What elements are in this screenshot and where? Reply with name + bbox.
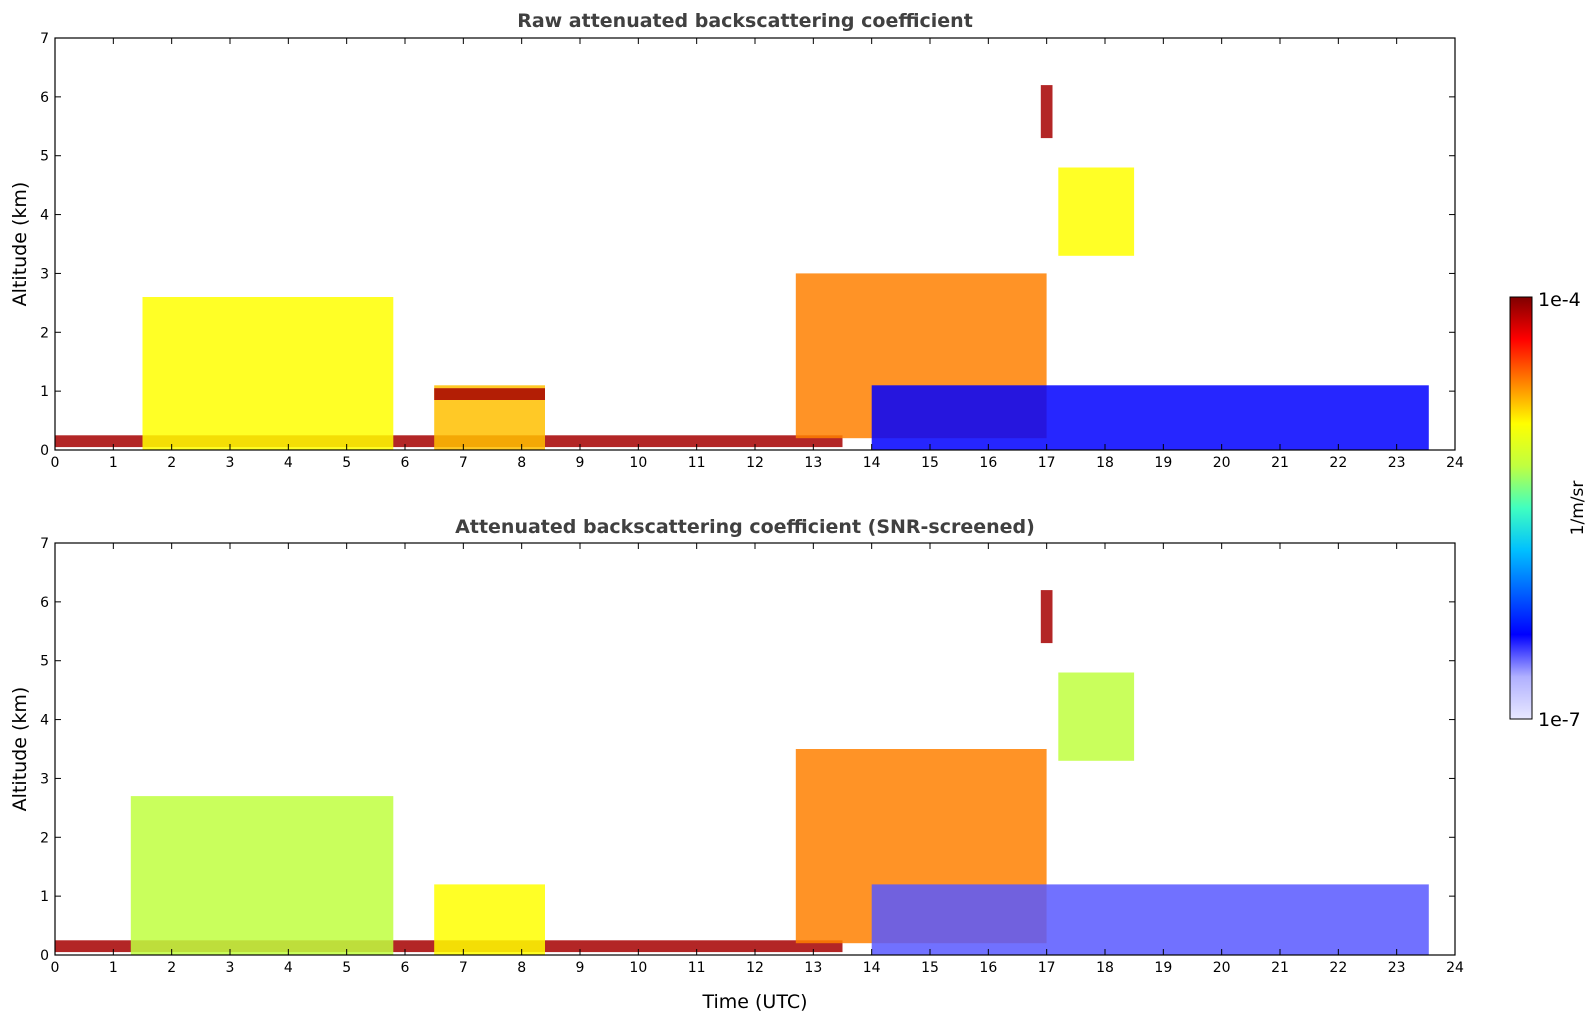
x-tick-label: 1 — [109, 455, 118, 471]
x-tick-label: 3 — [226, 960, 235, 976]
y-tick-label: 0 — [40, 443, 49, 459]
x-tick-label: 11 — [688, 455, 706, 471]
y-tick-label: 0 — [40, 948, 49, 964]
x-tick-label: 11 — [688, 960, 706, 976]
x-tick-label: 19 — [1154, 455, 1172, 471]
x-tick-label: 21 — [1271, 455, 1289, 471]
x-tick-label: 8 — [517, 455, 526, 471]
x-tick-label: 23 — [1388, 455, 1406, 471]
x-tick-label: 10 — [629, 960, 647, 976]
x-tick-label: 18 — [1096, 455, 1114, 471]
x-tick-label: 1 — [109, 960, 118, 976]
colorbar-max-label: 1e-4 — [1538, 289, 1581, 311]
x-tick-label: 14 — [863, 960, 881, 976]
x-tick-label: 9 — [576, 455, 585, 471]
x-tick-label: 7 — [459, 455, 468, 471]
x-tick-label: 19 — [1154, 960, 1172, 976]
x-tick-label: 7 — [459, 960, 468, 976]
x-tick-label: 2 — [167, 455, 176, 471]
y-tick-label: 5 — [40, 149, 49, 165]
colorbar — [1509, 296, 1533, 720]
x-tick-label: 23 — [1388, 960, 1406, 976]
heatmap-cell: cloud top — [434, 388, 545, 400]
x-tick-label: 18 — [1096, 960, 1114, 976]
top-axes: 0 1 2 3 4 5 6 7 8 9 10 11 12 13 14 15 16 17 18 19 20 21 22 23 24… — [40, 31, 1464, 471]
y-tick-label: 4 — [40, 208, 49, 224]
x-tick-label: 6 — [401, 960, 410, 976]
x-tick-label: 12 — [746, 960, 764, 976]
x-tick-label: 8 — [517, 960, 526, 976]
y-tick-label: 2 — [40, 325, 49, 341]
x-tick-label: 22 — [1329, 960, 1347, 976]
colorbar-unit-label: 1/m/sr — [1568, 481, 1588, 536]
y-tick-label: 3 — [40, 771, 49, 787]
y-tick-label: 6 — [40, 90, 49, 106]
x-tick-label: 2 — [167, 960, 176, 976]
x-tick-label: 22 — [1329, 455, 1347, 471]
heatmap-cell: boundary layer aerosol — [130, 796, 394, 955]
heatmap-cell: elevated cloud — [1058, 167, 1135, 256]
x-tick-label: 9 — [576, 960, 585, 976]
bottom-chart-title: Attenuated backscattering coefficient (S… — [455, 516, 1035, 538]
heatmap-cell: aerosol layer — [434, 884, 545, 955]
x-tick-label: 20 — [1213, 455, 1231, 471]
x-tick-label: 12 — [746, 455, 764, 471]
y-tick-label: 1 — [40, 889, 49, 905]
y-tick-label: 2 — [40, 830, 49, 846]
x-tick-label: 6 — [401, 455, 410, 471]
x-tick-label: 17 — [1038, 455, 1056, 471]
x-tick-label: 0 — [51, 960, 60, 976]
x-tick-label: 5 — [342, 960, 351, 976]
x-tick-label: 21 — [1271, 960, 1289, 976]
heatmap-cell: elevated cloud — [1040, 590, 1053, 644]
x-tick-label: 14 — [863, 455, 881, 471]
heatmap-cell: nighttime boundary layer — [871, 884, 1429, 955]
y-tick-label: 1 — [40, 384, 49, 400]
x-tick-label: 16 — [979, 960, 997, 976]
x-tick-label: 17 — [1038, 960, 1056, 976]
colorbar-min-label: 1e-7 — [1538, 709, 1581, 731]
x-tick-label: 20 — [1213, 960, 1231, 976]
y-tick-label: 5 — [40, 654, 49, 670]
bottom-y-axis-label: Altitude (km) — [9, 687, 31, 812]
x-tick-label: 13 — [804, 455, 822, 471]
y-tick-label: 7 — [40, 31, 49, 47]
x-tick-label: 4 — [284, 960, 293, 976]
top-chart-title: Raw attenuated backscattering coefficien… — [517, 10, 973, 32]
x-tick-label: 15 — [921, 455, 939, 471]
heatmap-cell: elevated cloud — [1040, 85, 1053, 139]
x-tick-label: 24 — [1446, 455, 1464, 471]
y-tick-label: 4 — [40, 713, 49, 729]
bottom-heatmap: low aerosol layerboundary layer aerosola… — [55, 590, 1429, 955]
x-tick-label: 24 — [1446, 960, 1464, 976]
bottom-axes: 0 1 2 3 4 5 6 7 8 9 10 11 12 13 14 15 16 17 18 19 20 21 22 23 24… — [40, 536, 1464, 976]
x-axis-label: Time (UTC) — [701, 991, 807, 1013]
x-tick-label: 15 — [921, 960, 939, 976]
heatmap-cell: elevated cloud — [1058, 672, 1135, 761]
y-tick-label: 7 — [40, 536, 49, 552]
x-tick-label: 5 — [342, 455, 351, 471]
x-tick-label: 3 — [226, 455, 235, 471]
x-tick-label: 4 — [284, 455, 293, 471]
top-y-axis-label: Altitude (km) — [9, 182, 31, 307]
x-tick-label: 16 — [979, 455, 997, 471]
heatmap-cell: boundary layer aerosol — [142, 297, 394, 450]
x-tick-label: 0 — [51, 455, 60, 471]
heatmap-cell: nighttime boundary layer — [871, 385, 1429, 450]
top-heatmap: low aerosol layerboundary layer aerosola… — [55, 85, 1429, 450]
y-tick-label: 3 — [40, 266, 49, 282]
x-tick-label: 10 — [629, 455, 647, 471]
x-tick-label: 13 — [804, 960, 822, 976]
y-tick-label: 6 — [40, 595, 49, 611]
